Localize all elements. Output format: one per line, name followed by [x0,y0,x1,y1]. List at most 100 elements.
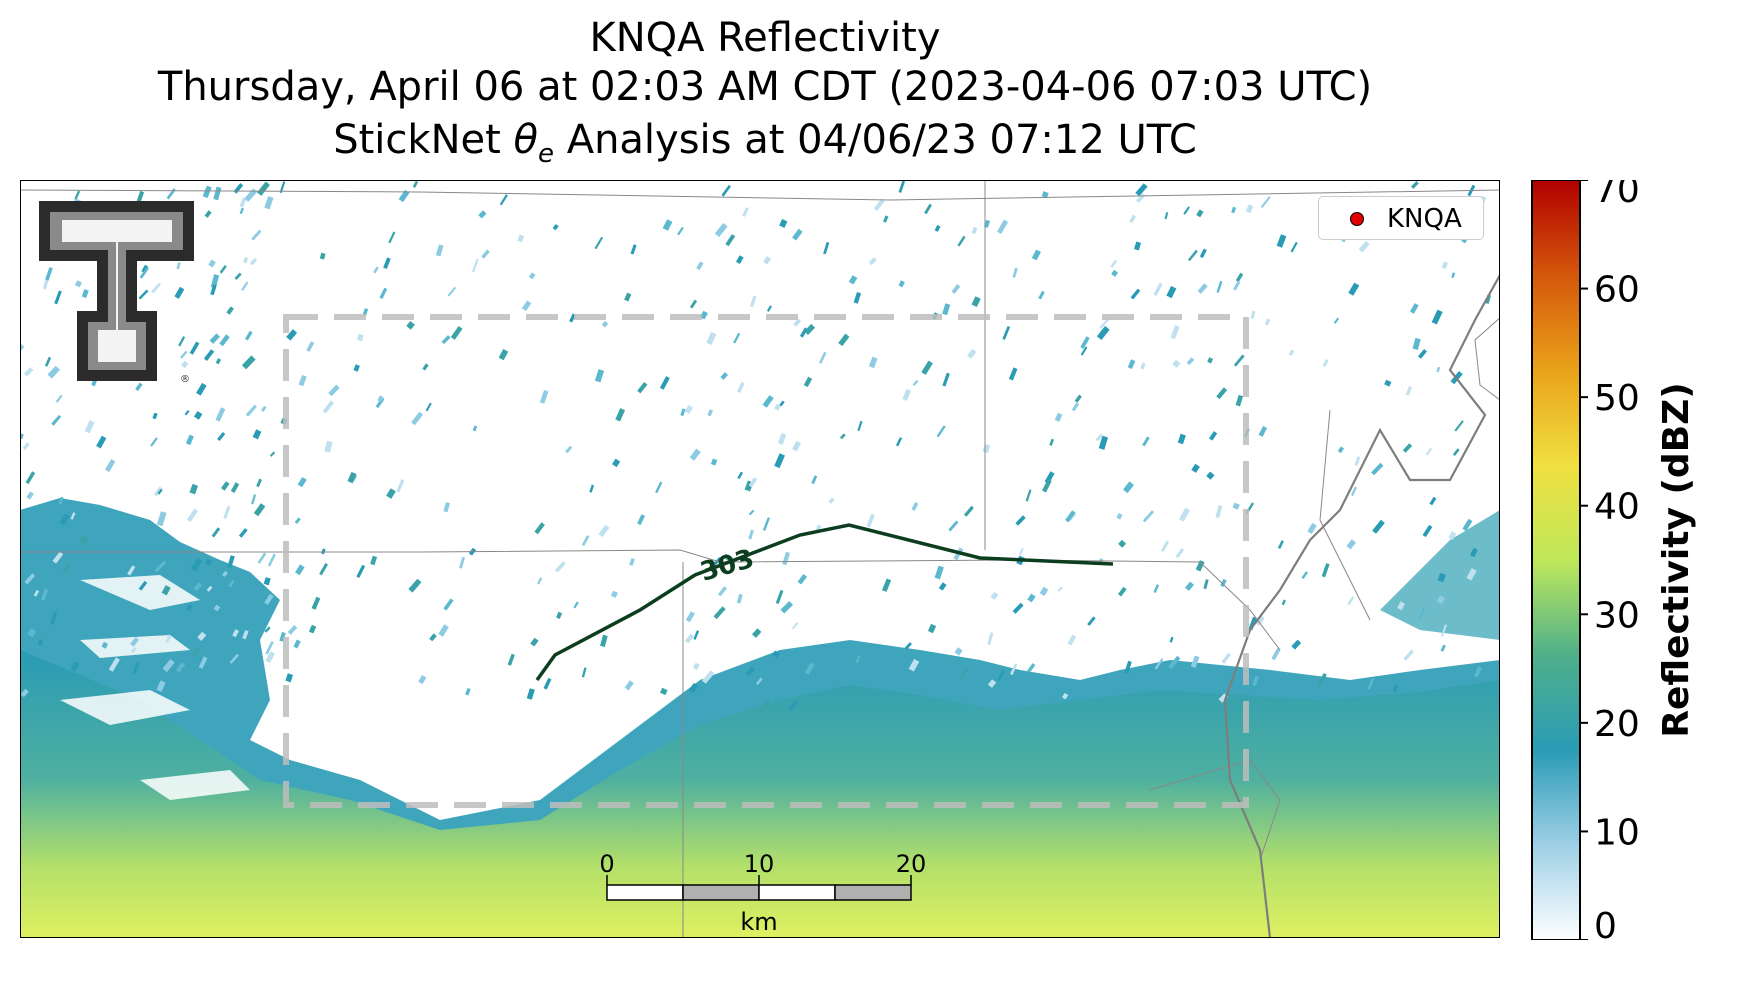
clutter-speck [1116,513,1123,520]
clutter-speck [689,299,698,309]
clutter-speck [51,414,62,426]
clutter-speck [257,552,267,564]
clutter-speck [1095,433,1104,442]
clutter-speck [1321,563,1330,578]
clutter-speck [180,350,188,359]
clutter-speck [1410,181,1419,189]
clutter-speck [154,486,163,497]
clutter-speck [472,258,479,273]
clutter-speck [1405,386,1412,396]
clutter-speck [852,685,861,695]
clutter-speck [565,445,573,454]
clutter-speck [308,624,317,634]
title-suffix: Analysis at 04/06/23 07:12 UTC [553,117,1197,163]
scale-tick-20: 20 [896,850,927,878]
clutter-speck [41,588,49,601]
clutter-speck [997,219,1009,234]
echo-holes [60,575,250,800]
clutter-speck [823,241,830,255]
title-line-2: Thursday, April 06 at 02:03 AM CDT (2023… [157,64,1373,110]
clutter-speck [1245,204,1254,214]
clutter-speck [54,290,62,305]
clutter-speck [408,578,422,593]
clutter-speck [853,292,862,304]
clutter-speck [1206,471,1215,480]
clutter-speck [655,481,663,494]
clutter-speck [543,677,552,690]
clutter-speck [1080,346,1088,356]
clutter-speck [1183,206,1190,215]
clutter-speck [1425,447,1433,456]
clutter-speck [70,512,76,520]
clutter-speck [838,333,850,347]
clutter-speck [319,252,326,260]
clutter-speck [347,471,357,484]
clutter-speck [749,295,757,308]
clutter-speck [264,626,271,633]
colorbar-tick-label: 50 [1594,378,1640,419]
clutter-speck [161,585,171,596]
clutter-speck [1071,402,1080,412]
clutter-speck [1276,234,1287,248]
clutter-speck [971,296,981,308]
clutter-speck [264,593,274,605]
clutter-speck [779,219,788,228]
radar-map[interactable]: 303 0 10 20 km ® [20,180,1500,938]
clutter-speck [130,647,137,654]
clutter-speck [601,320,609,328]
clutter-speck [630,244,637,255]
clutter-speck [637,382,648,394]
clutter-speck [219,334,230,347]
clutter-speck [398,189,410,203]
clutter-speck [521,300,532,312]
clutter-speck [25,471,36,485]
clutter-speck [1142,510,1155,523]
clutter-speck [328,384,340,397]
clutter-speck [507,653,515,666]
clutter-speck [911,501,919,511]
colorbar-tick-label: 20 [1594,704,1640,745]
clutter-speck [720,372,729,380]
clutter-speck [322,400,335,414]
clutter-speck [1186,357,1195,366]
clutter-speck [839,433,846,440]
clutter-speck [737,381,745,393]
clutter-speck [252,429,262,440]
clutter-speck [443,502,451,513]
clutter-speck [1111,269,1119,277]
clutter-speck [198,656,208,669]
clutter-speck [1049,438,1055,446]
clutter-speck [1264,318,1271,326]
map-legend: KNQA [1318,196,1484,240]
clutter-speck [1384,379,1392,387]
clutter-speck [279,181,286,194]
clutter-speck [1350,486,1357,497]
clutter-speck [963,505,974,517]
clutter-speck [1440,624,1447,637]
clutter-speck [707,409,714,417]
clutter-speck [957,235,966,247]
colorbar-label: Reflectivity (dBZ) [1656,382,1697,737]
clutter-speck [450,326,463,340]
clutter-speck [59,513,70,526]
clutter-speck [1437,572,1446,583]
clutter-speck [934,565,944,580]
clutter-speck [286,329,298,341]
clutter-speck [205,558,213,566]
clutter-speck [208,259,216,268]
clutter-speck [680,408,686,417]
clutter-speck [239,197,247,208]
clutter-speck [1208,431,1218,441]
clutter-speck [659,376,670,390]
clutter-speck [942,303,951,316]
clutter-speck [1367,678,1375,690]
clutter-speck [1099,318,1110,329]
clutter-speck [241,355,256,370]
clutter-speck [324,440,333,453]
clutter-speck [1187,249,1198,262]
colorbar-tick-label: 30 [1594,595,1640,636]
boundary-lines [20,180,1500,938]
clutter-speck [47,365,61,379]
clutter-speck [762,395,774,408]
clutter-speck [883,215,889,223]
